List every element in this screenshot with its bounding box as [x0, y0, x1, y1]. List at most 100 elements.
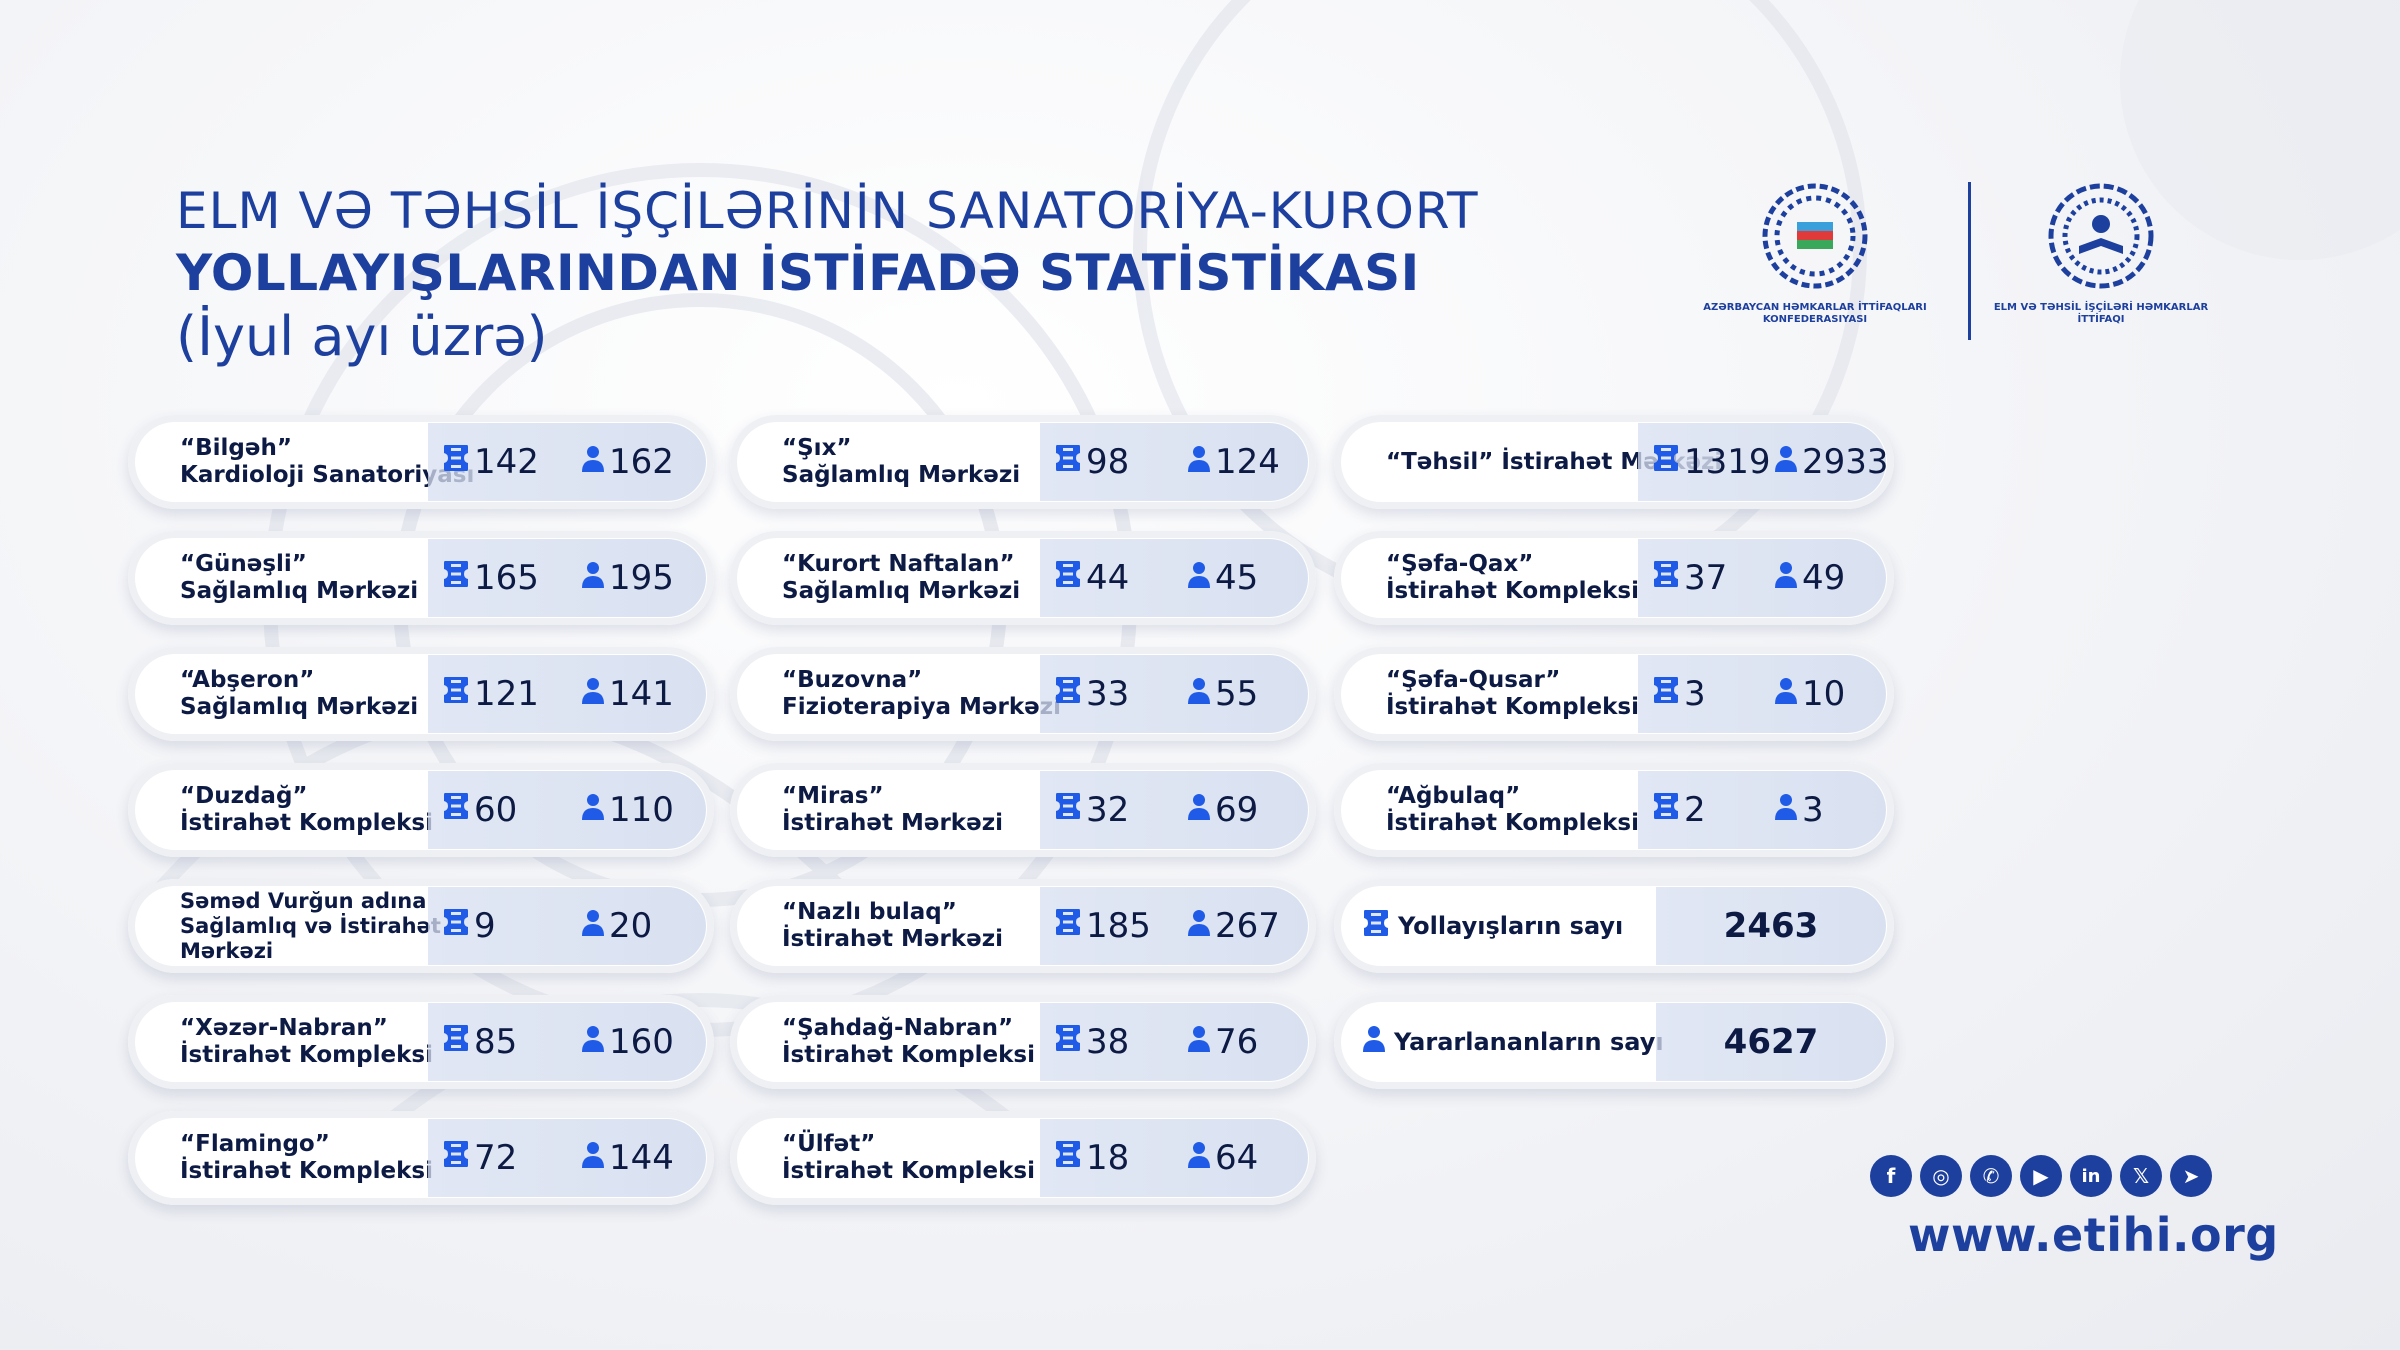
- voucher-count: 72: [442, 1119, 517, 1197]
- telegram-icon[interactable]: ➤: [2170, 1155, 2212, 1197]
- facility-name-line: İstirahət Kompleksi: [1386, 578, 1639, 604]
- facility-name-line: “Şahdağ-Nabran”: [782, 1015, 1014, 1041]
- beneficiary-count: 3: [1774, 771, 1824, 849]
- beneficiary-count: 160: [581, 1003, 674, 1081]
- person-icon: [581, 674, 609, 714]
- beneficiary-count-value: 2933: [1802, 442, 1889, 482]
- youtube-icon[interactable]: ▶: [2020, 1155, 2062, 1197]
- ticket-icon: [442, 1138, 474, 1178]
- person-icon: [1774, 674, 1802, 714]
- beneficiary-count-value: 10: [1802, 674, 1846, 714]
- beneficiary-count: 124: [1187, 423, 1280, 501]
- facility-stats: 85 160: [428, 1003, 706, 1081]
- person-icon: [1187, 1022, 1215, 1062]
- beneficiary-count: 195: [581, 539, 674, 617]
- beneficiary-count-value: 49: [1802, 558, 1846, 598]
- title-line-3: (İyul ayı üzrə): [176, 305, 548, 368]
- x-icon[interactable]: 𝕏: [2120, 1155, 2162, 1197]
- facility-name: “Xəzər-Nabran” İstirahət Kompleksi: [180, 995, 433, 1089]
- facility-stats: 3 10: [1638, 655, 1886, 733]
- summary-label-text: Yollayışların sayı: [1398, 912, 1624, 940]
- website-link[interactable]: www.etihi.org: [1908, 1208, 2279, 1262]
- summary-stats: 2463: [1656, 887, 1886, 965]
- beneficiary-count: 162: [581, 423, 674, 501]
- person-icon: [1187, 906, 1215, 946]
- facility-stats: 18 64: [1040, 1119, 1308, 1197]
- voucher-count-value: 1319: [1684, 442, 1771, 482]
- facility-stats: 98 124: [1040, 423, 1308, 501]
- beneficiary-count: 55: [1187, 655, 1258, 733]
- social-links: f ◎ ✆ ▶ in 𝕏 ➤: [1870, 1155, 2212, 1197]
- beneficiary-count-value: 160: [609, 1022, 674, 1062]
- beneficiary-count-value: 64: [1215, 1138, 1259, 1178]
- beneficiary-count: 69: [1187, 771, 1258, 849]
- facility-stats: 72 144: [428, 1119, 706, 1197]
- facebook-icon[interactable]: f: [1870, 1155, 1912, 1197]
- voucher-count-value: 18: [1086, 1138, 1130, 1178]
- facility-name-line: “Duzdağ”: [180, 783, 308, 809]
- voucher-count: 1319: [1652, 423, 1771, 501]
- person-icon: [581, 442, 609, 482]
- summary-value: 4627: [1723, 1022, 1819, 1062]
- linkedin-icon[interactable]: in: [2070, 1155, 2112, 1197]
- summary-label: Yollayışların sayı: [1362, 879, 1623, 973]
- facility-name-line: Səməd Vurğun adına: [180, 888, 427, 913]
- facility-name-line: “Kurort Naftalan”: [782, 551, 1015, 577]
- voucher-count-value: 33: [1086, 674, 1130, 714]
- facility-card: “Şıx” Sağlamlıq Mərkəzi 98 124: [730, 415, 1316, 509]
- facility-stats: 185 267: [1040, 887, 1308, 965]
- ticket-icon: [442, 906, 474, 946]
- voucher-count: 44: [1054, 539, 1129, 617]
- facility-card: “Şəfa-Qax” İstirahət Kompleksi 37 49: [1334, 531, 1894, 625]
- beneficiary-count: 64: [1187, 1119, 1258, 1197]
- ticket-icon: [1362, 908, 1394, 944]
- voucher-count-value: 165: [474, 558, 539, 598]
- beneficiary-count-value: 195: [609, 558, 674, 598]
- facility-stats: 121 141: [428, 655, 706, 733]
- facility-name-line: Sağlamlıq Mərkəzi: [782, 462, 1021, 488]
- title-line-2: YOLLAYIŞLARINDAN İSTİFADƏ STATİSTİKASI: [176, 244, 1420, 302]
- beneficiary-count: 76: [1187, 1003, 1258, 1081]
- instagram-icon[interactable]: ◎: [1920, 1155, 1962, 1197]
- facility-name: “Şəfa-Qax” İstirahət Kompleksi: [1386, 531, 1639, 625]
- person-icon: [1774, 558, 1802, 598]
- facility-card: “Ülfət” İstirahət Kompleksi 18 64: [730, 1111, 1316, 1205]
- person-icon: [581, 906, 609, 946]
- facility-name: Səməd Vurğun adına Sağlamlıq və İstirahət…: [180, 879, 441, 973]
- facility-name-line: “Xəzər-Nabran”: [180, 1015, 388, 1041]
- facility-stats: 37 49: [1638, 539, 1886, 617]
- beneficiary-count-value: 124: [1215, 442, 1280, 482]
- facility-card: “Flamingo” İstirahət Kompleksi 72 144: [128, 1111, 714, 1205]
- facility-name-line: “Ülfət”: [782, 1131, 876, 1157]
- facility-name-line: Sağlamlıq Mərkəzi: [180, 578, 419, 604]
- ticket-icon: [1054, 790, 1086, 830]
- beneficiary-count-value: 141: [609, 674, 674, 714]
- person-icon: [1362, 1025, 1390, 1059]
- ticket-icon: [1054, 906, 1086, 946]
- facility-name: “Buzovna” Fizioterapiya Mərkəzi: [782, 647, 1061, 741]
- facility-name-line: İstirahət Mərkəzi: [782, 810, 1003, 836]
- facility-card: “Buzovna” Fizioterapiya Mərkəzi 33 55: [730, 647, 1316, 741]
- facility-name-line: İstirahət Kompleksi: [1386, 694, 1639, 720]
- person-icon: [581, 558, 609, 598]
- beneficiary-count-value: 20: [609, 906, 653, 946]
- beneficiary-count: 2933: [1774, 423, 1889, 501]
- facility-name: “Təhsil” İstirahət Mərkəzi: [1386, 415, 1722, 509]
- facility-card: “Xəzər-Nabran” İstirahət Kompleksi 85 160: [128, 995, 714, 1089]
- facility-name: “Kurort Naftalan” Sağlamlıq Mərkəzi: [782, 531, 1032, 625]
- facility-name: “Ağbulaq” İstirahət Kompleksi: [1386, 763, 1639, 857]
- facility-name: “Abşeron” Sağlamlıq Mərkəzi: [180, 647, 420, 741]
- facility-name-line: İstirahət Mərkəzi: [782, 926, 1003, 952]
- facility-name-line: “Ağbulaq”: [1386, 783, 1521, 809]
- voucher-count-value: 72: [474, 1138, 518, 1178]
- beneficiary-count-value: 3: [1802, 790, 1824, 830]
- facility-name-line: “Buzovna”: [782, 667, 923, 693]
- whatsapp-icon[interactable]: ✆: [1970, 1155, 2012, 1197]
- voucher-count: 98: [1054, 423, 1129, 501]
- facility-name: “Nazlı bulaq” İstirahət Mərkəzi: [782, 879, 1032, 973]
- facility-name-line: “Şıx”: [782, 435, 852, 461]
- person-icon: [581, 1138, 609, 1178]
- ticket-icon: [1652, 558, 1684, 598]
- facility-card: “Bilgəh” Kardioloji Sanatoriyası 142 162: [128, 415, 714, 509]
- person-icon: [1774, 790, 1802, 830]
